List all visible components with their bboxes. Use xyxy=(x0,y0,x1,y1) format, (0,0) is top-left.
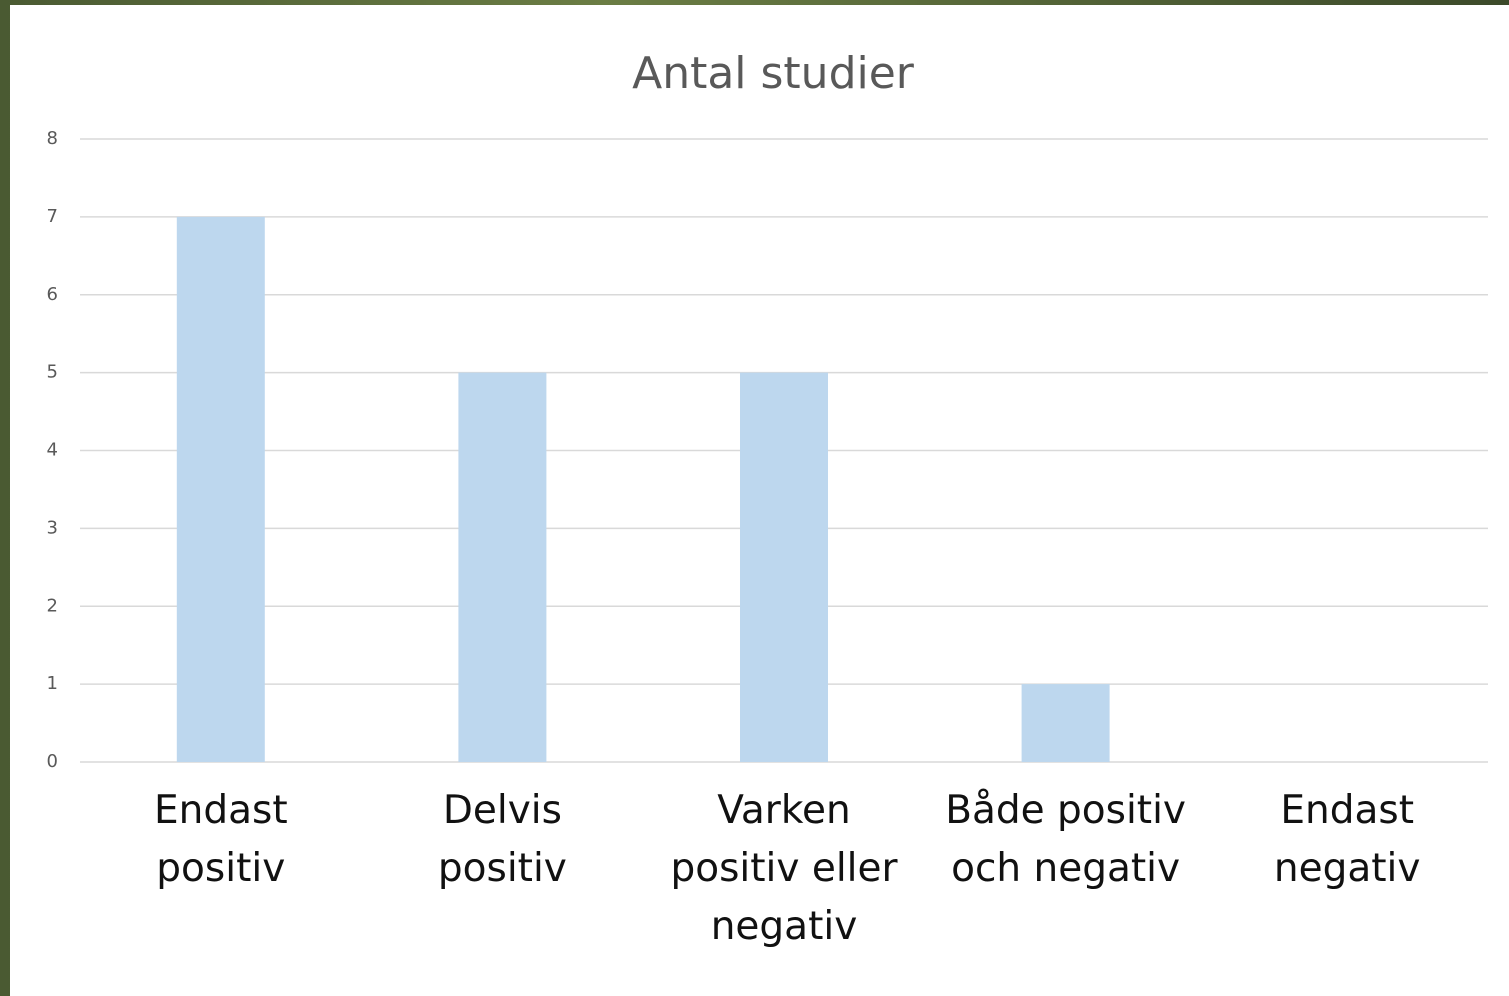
y-tick-label: 0 xyxy=(47,751,58,772)
bar xyxy=(1021,684,1110,762)
bar xyxy=(740,372,828,762)
y-tick-label: 1 xyxy=(47,673,58,694)
x-tick-label: Varken positiv eller negativ xyxy=(670,788,898,949)
chart-title: Antal studier xyxy=(632,48,915,99)
bar xyxy=(176,216,265,762)
y-tick-label: 4 xyxy=(47,440,58,461)
y-tick-label: 2 xyxy=(47,595,58,616)
y-tick-label: 5 xyxy=(47,362,58,383)
y-tick-label: 6 xyxy=(47,284,58,305)
x-tick-label: Endast positiv xyxy=(153,788,288,891)
x-tick-label: Endast negativ xyxy=(1273,788,1421,891)
x-tick-label: Både positiv och negativ xyxy=(945,788,1186,891)
y-tick-label: 3 xyxy=(47,517,58,538)
y-tick-label: 7 xyxy=(47,206,58,227)
bar xyxy=(458,372,547,762)
y-tick-label: 8 xyxy=(47,128,58,149)
x-tick-label: Delvis positiv xyxy=(437,788,567,891)
